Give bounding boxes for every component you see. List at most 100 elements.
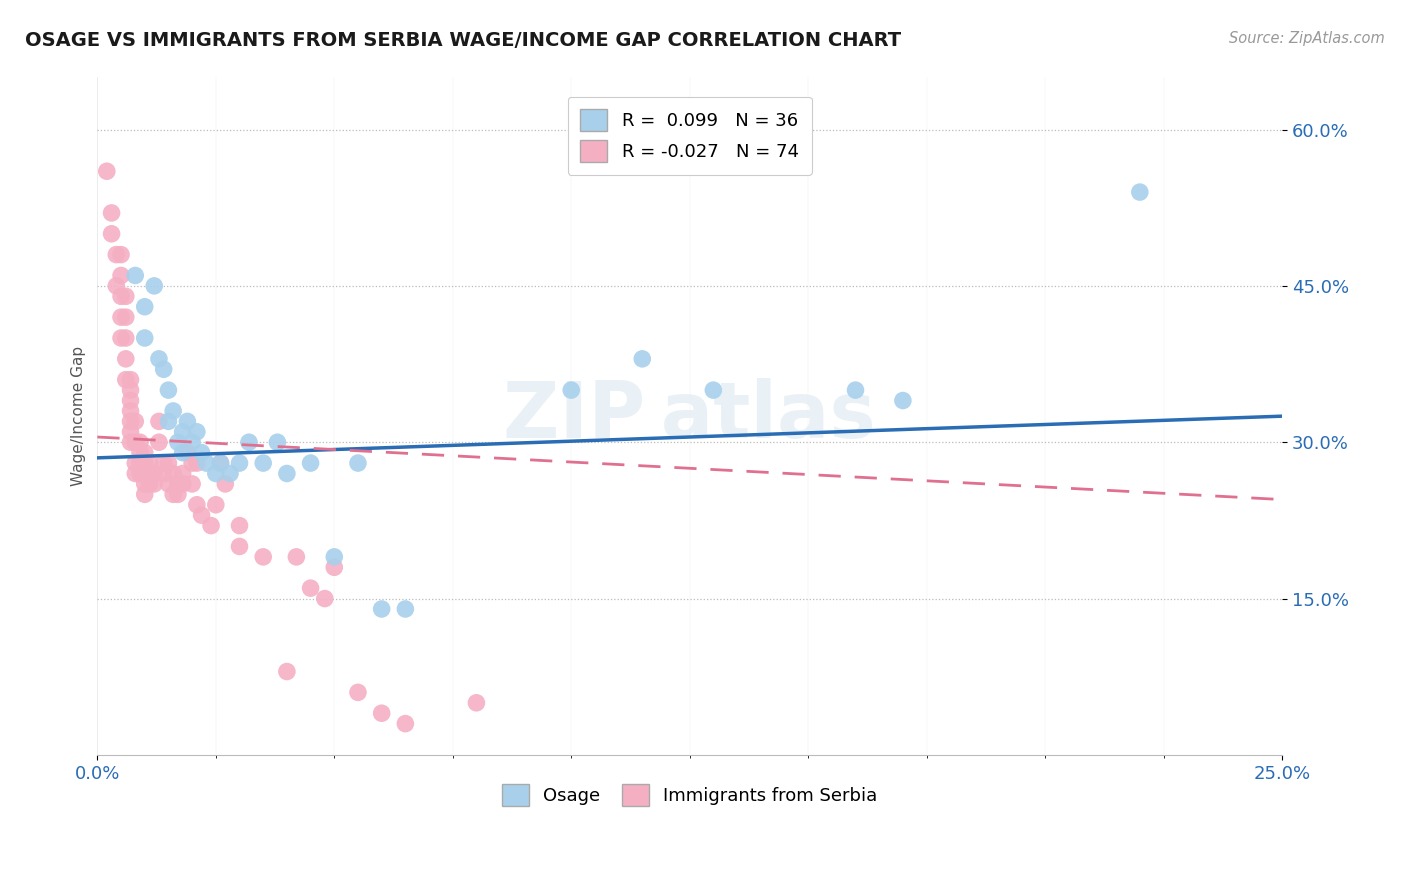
Legend: Osage, Immigrants from Serbia: Osage, Immigrants from Serbia: [495, 777, 884, 814]
Point: [148, 351, 170, 366]
Point: [228, 456, 250, 470]
Point: [120, 393, 142, 408]
Point: [114, 310, 136, 325]
Point: [157, 477, 180, 491]
Point: [238, 435, 260, 450]
Point: [110, 331, 132, 345]
Point: [114, 373, 136, 387]
Point: [186, 425, 208, 439]
Point: [114, 331, 136, 345]
Point: [228, 518, 250, 533]
Point: [124, 467, 146, 481]
Point: [181, 477, 204, 491]
Point: [347, 685, 370, 699]
Point: [120, 425, 142, 439]
Point: [299, 456, 322, 470]
Point: [124, 268, 146, 283]
Point: [299, 581, 322, 595]
Point: [143, 477, 166, 491]
Point: [96, 164, 118, 178]
Y-axis label: Wage/Income Gap: Wage/Income Gap: [72, 346, 86, 486]
Point: [370, 602, 392, 616]
Point: [172, 467, 194, 481]
Point: [134, 477, 156, 491]
Point: [100, 206, 122, 220]
Point: [157, 383, 180, 397]
Point: [114, 351, 136, 366]
Point: [152, 456, 174, 470]
Point: [129, 445, 152, 459]
Point: [157, 456, 180, 470]
Point: [181, 435, 204, 450]
Point: [167, 487, 190, 501]
Point: [844, 383, 866, 397]
Point: [162, 487, 184, 501]
Point: [120, 404, 142, 418]
Point: [347, 456, 370, 470]
Point: [138, 467, 160, 481]
Point: [134, 331, 156, 345]
Point: [172, 425, 194, 439]
Point: [143, 467, 166, 481]
Point: [394, 716, 416, 731]
Point: [176, 445, 198, 459]
Point: [138, 477, 160, 491]
Point: [157, 414, 180, 428]
Point: [214, 477, 236, 491]
Point: [1129, 185, 1152, 199]
Text: OSAGE VS IMMIGRANTS FROM SERBIA WAGE/INCOME GAP CORRELATION CHART: OSAGE VS IMMIGRANTS FROM SERBIA WAGE/INC…: [25, 31, 901, 50]
Point: [162, 467, 184, 481]
Point: [172, 445, 194, 459]
Point: [702, 383, 724, 397]
Point: [181, 456, 204, 470]
Point: [162, 404, 184, 418]
Point: [285, 549, 308, 564]
Point: [110, 310, 132, 325]
Point: [167, 477, 190, 491]
Point: [124, 414, 146, 428]
Point: [110, 247, 132, 261]
Point: [120, 373, 142, 387]
Point: [276, 665, 298, 679]
Point: [143, 279, 166, 293]
Point: [252, 549, 274, 564]
Point: [129, 435, 152, 450]
Point: [204, 498, 226, 512]
Point: [124, 435, 146, 450]
Point: [209, 456, 232, 470]
Point: [152, 467, 174, 481]
Point: [110, 268, 132, 283]
Point: [228, 540, 250, 554]
Point: [465, 696, 488, 710]
Point: [266, 435, 288, 450]
Point: [124, 456, 146, 470]
Point: [134, 487, 156, 501]
Point: [134, 445, 156, 459]
Text: Source: ZipAtlas.com: Source: ZipAtlas.com: [1229, 31, 1385, 46]
Point: [134, 467, 156, 481]
Point: [891, 393, 914, 408]
Point: [186, 498, 208, 512]
Point: [190, 445, 212, 459]
Point: [200, 518, 222, 533]
Point: [209, 456, 232, 470]
Point: [394, 602, 416, 616]
Point: [219, 467, 242, 481]
Point: [176, 414, 198, 428]
Point: [314, 591, 336, 606]
Point: [134, 456, 156, 470]
Point: [323, 549, 346, 564]
Point: [114, 289, 136, 303]
Point: [252, 456, 274, 470]
Point: [120, 435, 142, 450]
Point: [172, 477, 194, 491]
Point: [110, 289, 132, 303]
Point: [148, 414, 170, 428]
Point: [167, 435, 190, 450]
Point: [195, 456, 218, 470]
Point: [190, 508, 212, 523]
Point: [129, 456, 152, 470]
Point: [186, 456, 208, 470]
Point: [204, 467, 226, 481]
Point: [138, 456, 160, 470]
